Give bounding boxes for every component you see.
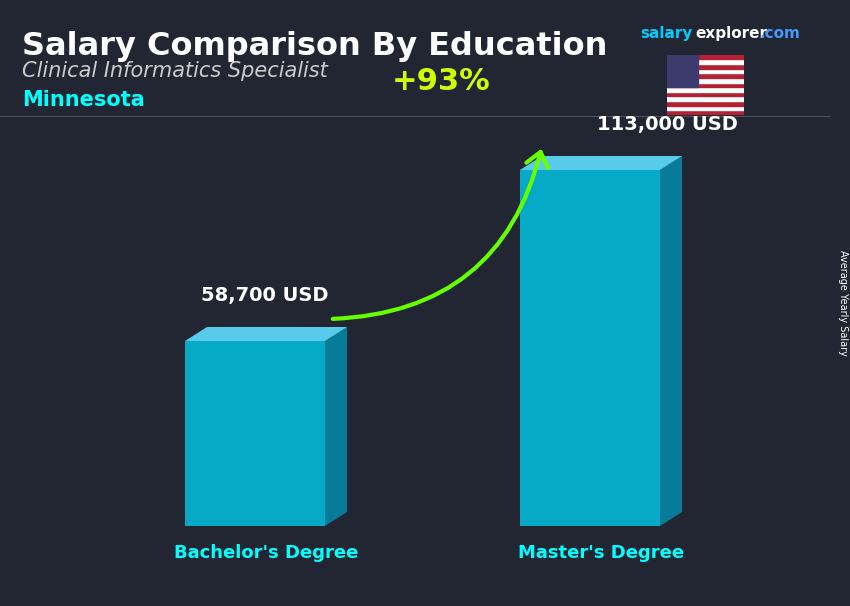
Bar <box>667 55 744 59</box>
Text: 113,000 USD: 113,000 USD <box>597 115 738 134</box>
Bar <box>667 87 744 92</box>
Polygon shape <box>185 327 347 341</box>
Bar <box>667 78 744 82</box>
Bar <box>667 92 744 96</box>
Text: Minnesota: Minnesota <box>22 90 145 110</box>
Bar <box>667 68 744 73</box>
Text: 58,700 USD: 58,700 USD <box>201 286 329 305</box>
Bar <box>667 59 744 64</box>
Text: Clinical Informatics Specialist: Clinical Informatics Specialist <box>22 61 328 81</box>
Polygon shape <box>185 341 325 526</box>
Bar <box>667 73 744 78</box>
Text: Master's Degree: Master's Degree <box>518 544 684 562</box>
Bar <box>667 82 744 87</box>
Bar <box>667 110 744 115</box>
Bar <box>667 55 698 87</box>
Bar <box>667 101 744 106</box>
Text: +93%: +93% <box>392 67 490 96</box>
Polygon shape <box>325 327 347 526</box>
Polygon shape <box>520 170 660 526</box>
Bar <box>667 106 744 110</box>
Text: salary: salary <box>640 26 693 41</box>
Polygon shape <box>520 156 682 170</box>
Polygon shape <box>660 156 682 526</box>
Text: Bachelor's Degree: Bachelor's Degree <box>173 544 358 562</box>
Text: Average Yearly Salary: Average Yearly Salary <box>838 250 848 356</box>
Text: Salary Comparison By Education: Salary Comparison By Education <box>22 31 608 62</box>
Bar <box>667 64 744 68</box>
Bar <box>667 96 744 101</box>
Text: explorer: explorer <box>695 26 767 41</box>
FancyArrowPatch shape <box>333 152 548 319</box>
Text: .com: .com <box>760 26 801 41</box>
